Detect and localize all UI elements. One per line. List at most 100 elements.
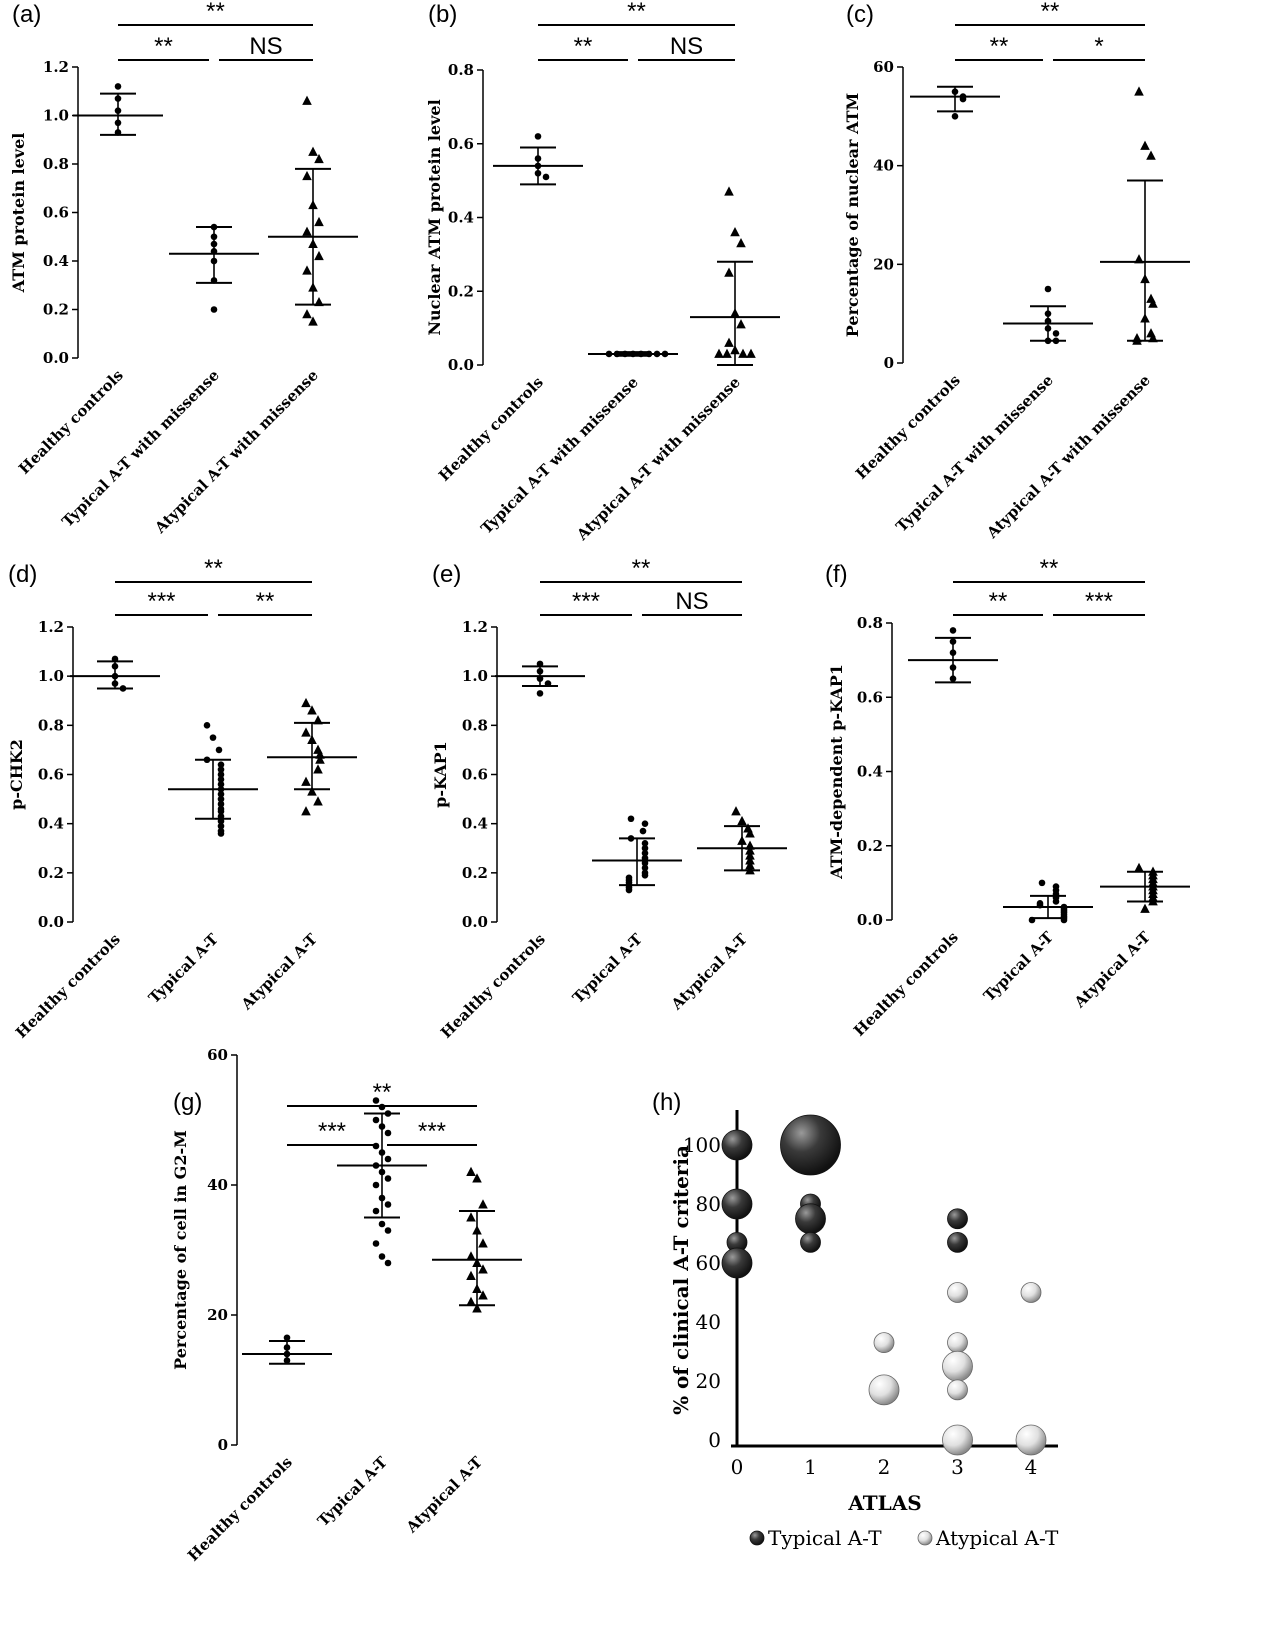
bubble bbox=[1020, 1282, 1042, 1303]
data-point bbox=[384, 1175, 392, 1182]
panel-label: (e) bbox=[432, 561, 461, 588]
category-label: Healthy controls bbox=[12, 930, 124, 1042]
category-label: Typical A-T with missense bbox=[477, 373, 641, 537]
data-point bbox=[466, 1251, 476, 1261]
data-point bbox=[641, 864, 649, 872]
y-tick-label: 0 bbox=[708, 1428, 721, 1452]
y-tick-label: 0.4 bbox=[462, 815, 488, 833]
significance-label: *** bbox=[572, 588, 600, 615]
group-1 bbox=[168, 722, 258, 837]
panel-label: (b) bbox=[428, 1, 457, 28]
y-tick-label: 20 bbox=[873, 255, 894, 273]
data-point bbox=[301, 806, 311, 816]
y-tick-label: 1.2 bbox=[38, 618, 64, 636]
panel-label: (c) bbox=[846, 1, 874, 28]
y-tick-label: 0.8 bbox=[462, 716, 488, 734]
y-tick-label: 20 bbox=[696, 1369, 721, 1393]
data-point bbox=[745, 860, 755, 870]
data-point bbox=[210, 306, 218, 313]
category-label: Atypical A-T with missense bbox=[150, 366, 321, 537]
group-2 bbox=[697, 806, 787, 875]
data-point bbox=[641, 844, 649, 852]
y-axis-label: p-CHK2 bbox=[7, 739, 26, 810]
data-point bbox=[301, 727, 311, 737]
y-tick-label: 40 bbox=[873, 157, 894, 175]
x-axis-label: ATLAS bbox=[847, 1491, 921, 1515]
y-tick-label: 1.2 bbox=[462, 618, 488, 636]
data-point bbox=[745, 845, 755, 855]
category-label: Atypical A-T bbox=[1070, 928, 1154, 1012]
significance-label: NS bbox=[670, 33, 703, 60]
group-2 bbox=[1100, 86, 1190, 345]
group-2 bbox=[267, 697, 357, 816]
significance-label: NS bbox=[249, 33, 282, 60]
data-point bbox=[951, 113, 959, 120]
data-point bbox=[641, 849, 649, 857]
category-label: Typical A-T bbox=[980, 928, 1057, 1005]
data-point bbox=[724, 337, 734, 347]
significance-label: ** bbox=[206, 0, 225, 25]
data-point bbox=[217, 761, 225, 768]
bubble bbox=[780, 1114, 841, 1176]
data-point bbox=[217, 822, 225, 830]
data-point bbox=[731, 806, 741, 816]
data-point bbox=[372, 1181, 380, 1189]
data-point bbox=[315, 754, 325, 764]
y-tick-label: 0.4 bbox=[43, 252, 69, 270]
group-2 bbox=[1100, 862, 1190, 913]
data-point bbox=[307, 705, 317, 715]
panel-c: (c) 0 20 40 60 Percentage of nuclear ATM Healt… bbox=[843, 0, 1190, 542]
panel-label: (h) bbox=[652, 1089, 681, 1116]
significance-label: ** bbox=[574, 33, 593, 60]
panel-d: (d) 0.0 0.2 0.4 0.6 0.8 1.0 1.2 p-CHK2 Healthy co… bbox=[7, 555, 357, 1042]
group-0 bbox=[242, 1334, 332, 1365]
y-tick-label: 80 bbox=[696, 1192, 721, 1216]
y-tick-label: 0.0 bbox=[43, 349, 69, 367]
y-tick-label: 100 bbox=[683, 1133, 721, 1157]
significance-label: ** bbox=[990, 33, 1009, 60]
bubble bbox=[873, 1332, 895, 1354]
data-point bbox=[1140, 140, 1150, 150]
data-point bbox=[1140, 903, 1150, 913]
data-point bbox=[466, 1212, 476, 1222]
legend-marker-typical bbox=[749, 1530, 765, 1546]
data-point bbox=[737, 815, 747, 826]
x-tick-label: 3 bbox=[951, 1455, 964, 1479]
group-1 bbox=[1003, 879, 1093, 924]
data-point bbox=[745, 850, 755, 860]
data-point bbox=[283, 1334, 291, 1342]
data-point bbox=[534, 133, 542, 140]
data-point bbox=[217, 776, 225, 783]
panel-label: (g) bbox=[173, 1089, 202, 1116]
y-axis-label: Percentage of nuclear ATM bbox=[843, 93, 862, 337]
bubble bbox=[721, 1129, 753, 1161]
data-point bbox=[478, 1264, 488, 1274]
bubble bbox=[942, 1350, 973, 1382]
group-1 bbox=[169, 223, 259, 313]
data-point bbox=[1052, 330, 1060, 337]
y-axis-label: p-KAP1 bbox=[431, 741, 450, 808]
category-label: Healthy controls bbox=[435, 373, 547, 485]
significance-label: ** bbox=[632, 555, 651, 582]
y-tick-label: 0.6 bbox=[43, 204, 69, 222]
significance-label: ** bbox=[1041, 0, 1060, 25]
data-point bbox=[217, 771, 225, 778]
category-label: Healthy controls bbox=[852, 371, 964, 483]
data-point bbox=[1148, 298, 1158, 308]
data-point bbox=[1134, 862, 1144, 872]
data-point bbox=[217, 781, 225, 788]
significance-label: ** bbox=[627, 0, 646, 25]
y-tick-label: 40 bbox=[696, 1310, 721, 1334]
category-label: Atypical A-T with missense bbox=[572, 373, 743, 544]
legend: Typical A-T Atypical A-T bbox=[749, 1526, 1059, 1550]
data-point bbox=[314, 153, 324, 164]
bubble bbox=[721, 1188, 753, 1220]
y-tick-label: 0.8 bbox=[857, 614, 883, 632]
y-tick-label: 1.0 bbox=[43, 107, 69, 125]
x-tick-label: 2 bbox=[878, 1455, 891, 1479]
y-tick-label: 60 bbox=[873, 58, 894, 76]
y-tick-label: 1.0 bbox=[38, 667, 64, 685]
significance-label: NS bbox=[675, 588, 708, 615]
data-point bbox=[949, 627, 957, 634]
data-point bbox=[301, 776, 311, 786]
